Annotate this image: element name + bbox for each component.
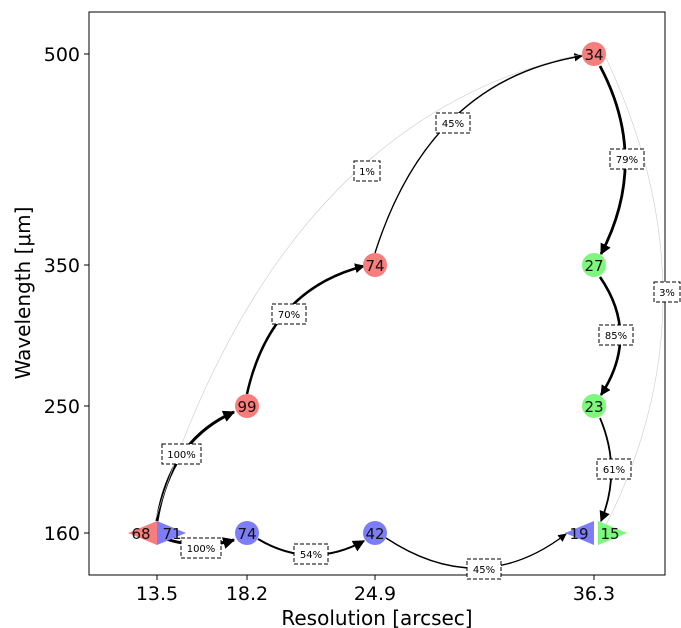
x-tick-label: 36.3: [573, 583, 615, 605]
x-tick-label: 24.9: [354, 583, 396, 605]
y-tick-label: 160: [44, 523, 80, 545]
node-label: 15: [600, 525, 619, 543]
nodes: 68 71 74 42 19 15 99 74 34 27 23: [128, 42, 627, 545]
node-marker: [598, 521, 627, 545]
edges: [154, 53, 664, 569]
edge-label: 61%: [603, 465, 625, 476]
node-label: 23: [584, 398, 603, 416]
node-marker: [157, 521, 186, 545]
plot-frame: [88, 11, 666, 576]
x-ticks: 13.5 18.2 24.9 36.3: [136, 575, 615, 605]
y-tick-label: 500: [44, 44, 80, 66]
y-tick-label: 250: [44, 396, 80, 418]
node-marker: [235, 521, 259, 545]
edge-18.2-250-to-24.9-350: [245, 263, 365, 395]
node-label: 42: [365, 525, 384, 543]
node-marker: [363, 521, 387, 545]
edge-label: 100%: [187, 544, 216, 555]
node-marker: [235, 394, 259, 418]
node-label: 74: [365, 257, 384, 275]
node-label: 74: [237, 525, 256, 543]
y-tick-label: 350: [44, 255, 80, 277]
node-label: 27: [584, 257, 603, 275]
node-marker: [565, 521, 594, 545]
node-marker: [582, 394, 606, 418]
edge-13.5-160-to-18.2-250: [155, 410, 236, 522]
node-label: 34: [584, 46, 603, 64]
edge-label: 70%: [278, 310, 300, 321]
x-axis-label: Resolution [arcsec]: [281, 606, 472, 628]
y-ticks: 500 350 250 160: [44, 44, 89, 545]
edge-label: 100%: [167, 450, 196, 461]
edge-label: 54%: [300, 550, 322, 561]
node-label: 99: [237, 398, 256, 416]
edge-label: 79%: [616, 155, 638, 166]
edge-label: 45%: [473, 565, 495, 576]
edge-label: 3%: [659, 288, 675, 299]
edge-label: 85%: [605, 331, 627, 342]
y-axis-label: Wavelength [μm]: [11, 207, 35, 380]
node-marker: [128, 521, 157, 545]
x-tick-label: 13.5: [136, 583, 178, 605]
edge-label: 1%: [359, 167, 375, 178]
node-label: 19: [569, 525, 588, 543]
edge-labels: 100% 70% 45% 1% 79% 85% 61% 3% 100% 54% …: [161, 112, 681, 580]
node-marker: [582, 253, 606, 277]
node-marker: [363, 253, 387, 277]
node-label: 68: [131, 525, 150, 543]
node-label: 71: [162, 525, 181, 543]
node-marker: [582, 42, 606, 66]
edge-13.5-160-to-36.3-500-faint: [154, 53, 583, 522]
edge-24.9-350-to-36.3-500: [374, 53, 583, 254]
x-tick-label: 18.2: [226, 583, 268, 605]
edge-label: 45%: [442, 119, 464, 130]
